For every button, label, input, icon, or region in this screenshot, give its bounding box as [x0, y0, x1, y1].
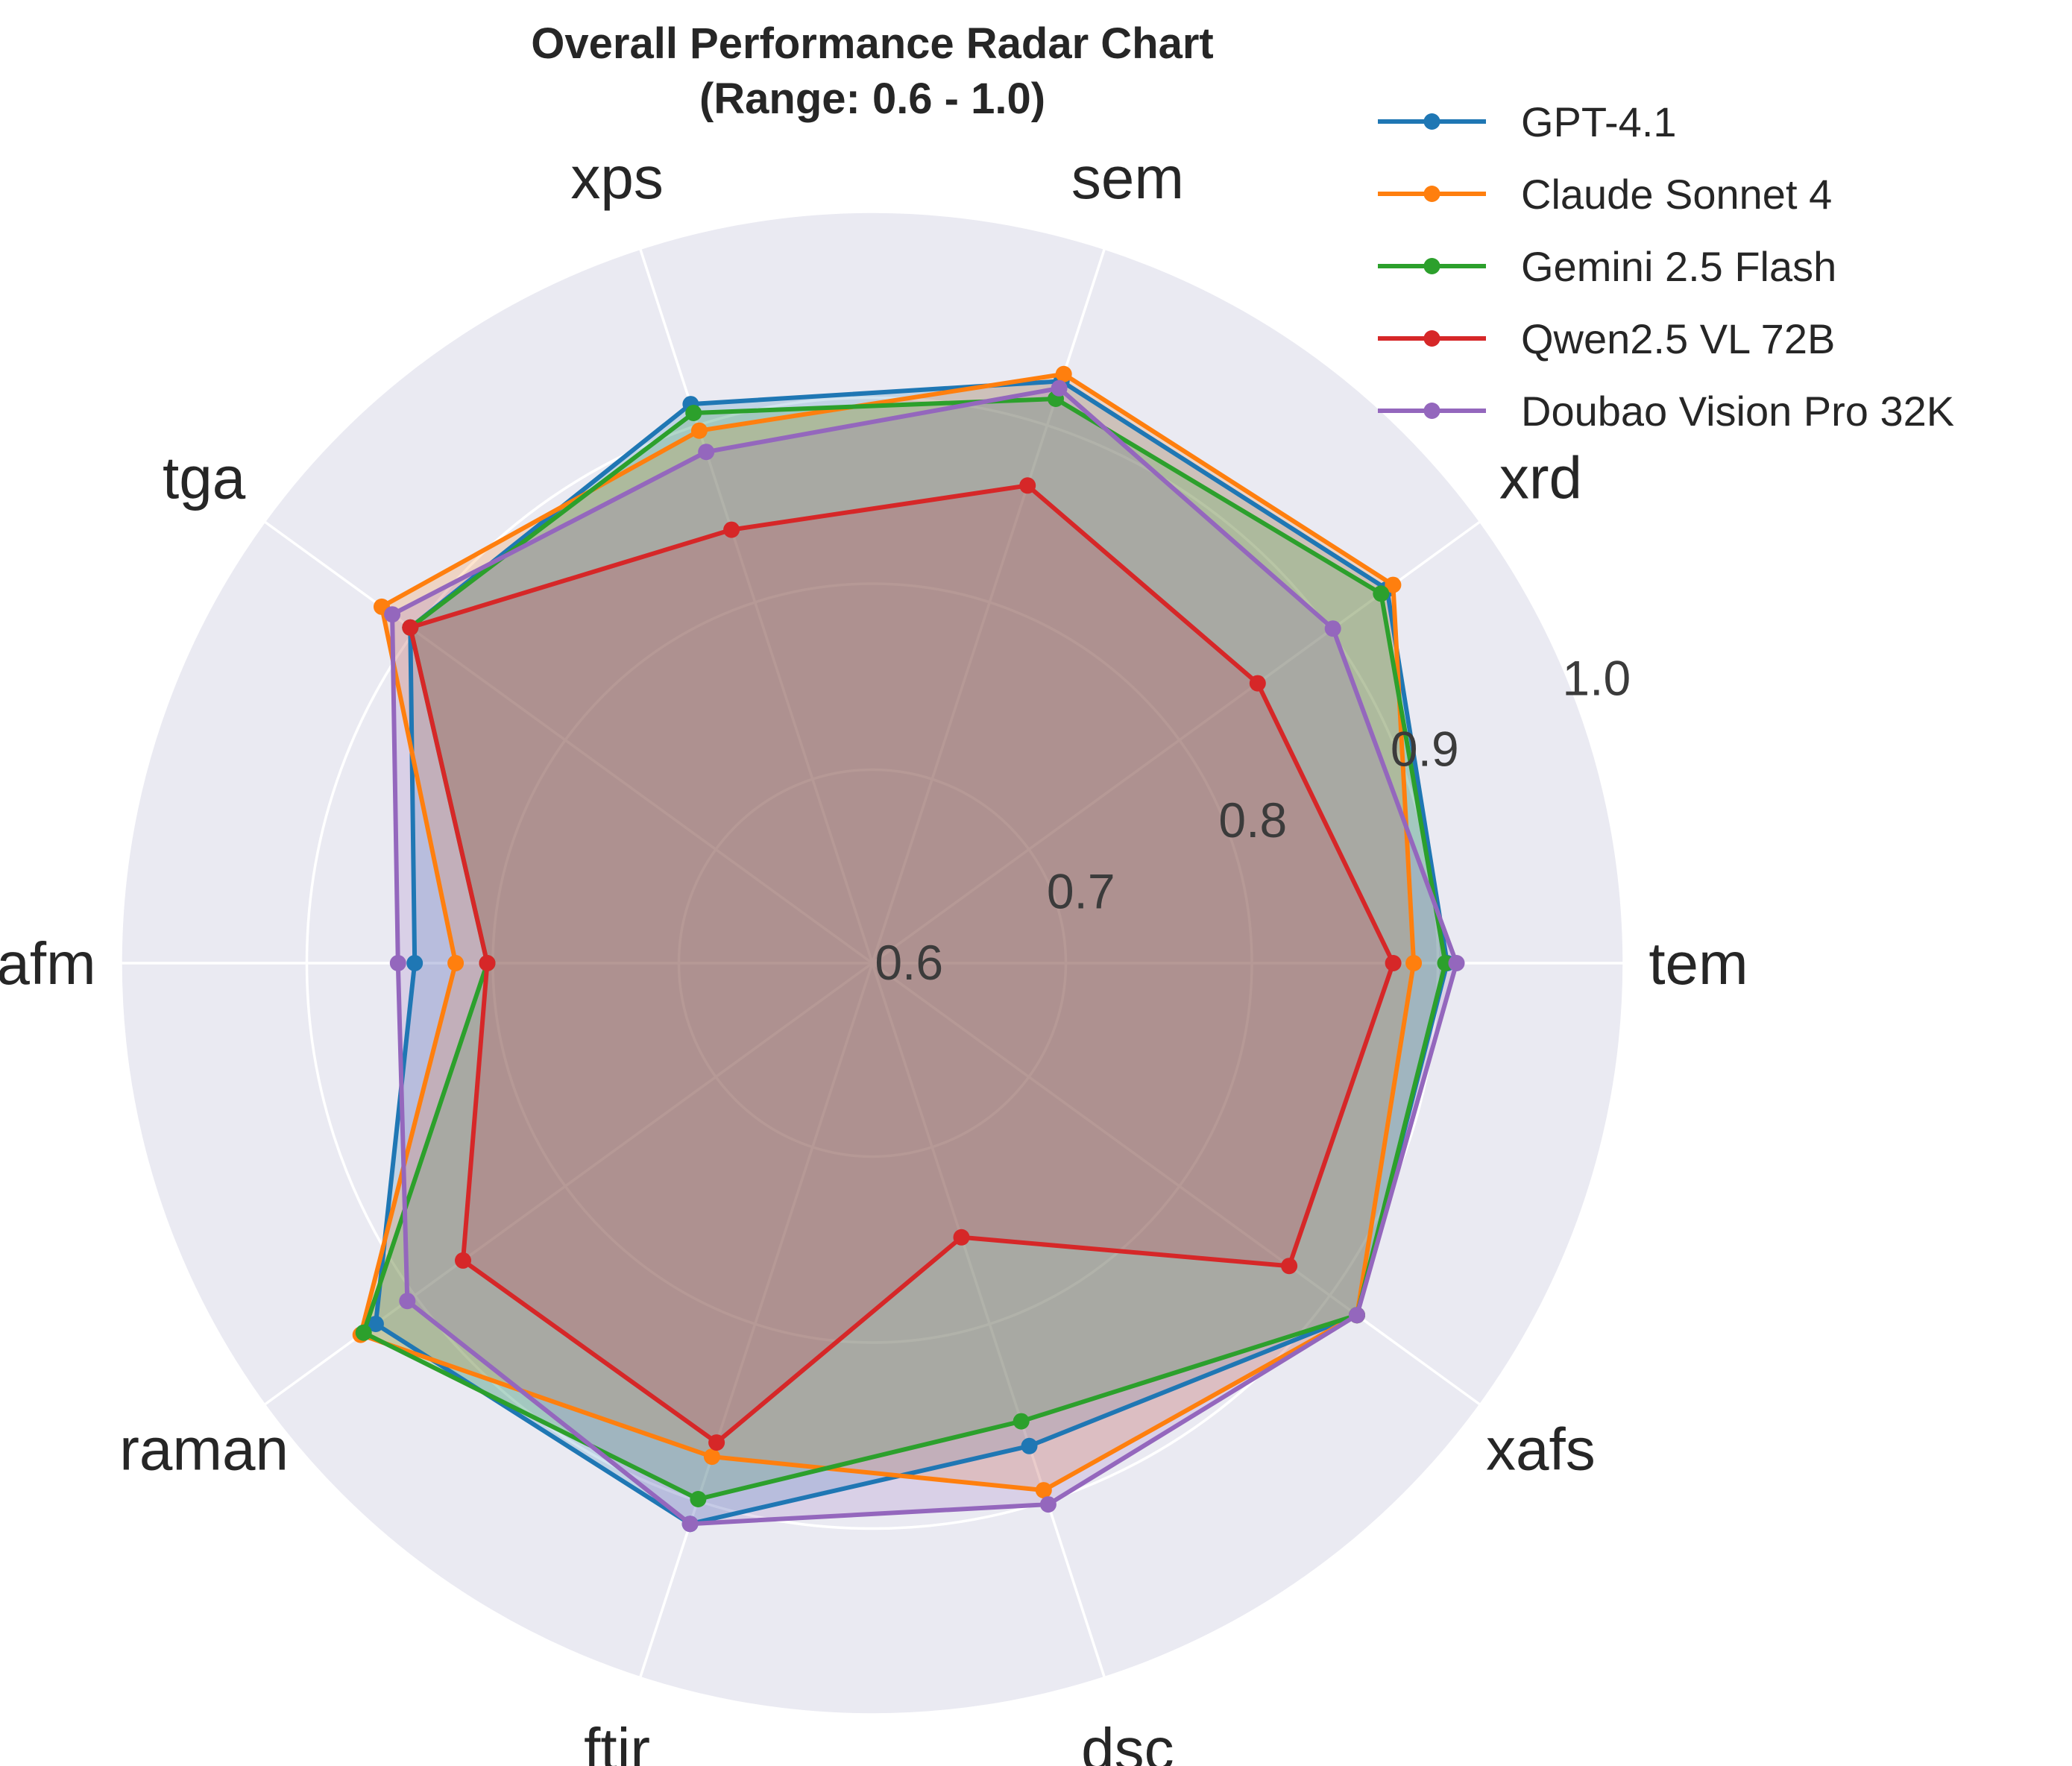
series-fill	[360, 373, 1414, 1491]
radial-tick-label: 0.9	[1391, 722, 1459, 777]
legend-label: GPT-4.1	[1521, 98, 1677, 145]
data-point	[384, 606, 401, 623]
data-point	[402, 619, 419, 636]
chart-title: Overall Performance Radar Chart	[531, 19, 1213, 68]
radial-tick-label: 0.7	[1047, 864, 1115, 919]
chart-subtitle: (Range: 0.6 - 1.0)	[699, 75, 1045, 123]
data-point	[681, 1516, 699, 1533]
category-label: dsc	[1081, 1716, 1174, 1766]
legend-marker	[1423, 258, 1440, 274]
legend-item: Claude Sonnet 4	[1378, 171, 1832, 218]
legend: GPT-4.1 Claude Sonnet 4 Gemini 2.5 Flash Qw…	[1378, 98, 1954, 435]
legend-item: Gemini 2.5 Flash	[1378, 243, 1836, 290]
grid-spoke	[638, 247, 874, 964]
data-point	[455, 1252, 471, 1269]
grid-spoke	[871, 962, 1106, 1679]
data-point	[1013, 1413, 1030, 1430]
data-point	[367, 1316, 384, 1332]
series-fill	[392, 388, 1457, 1524]
series-fill	[410, 485, 1394, 1443]
category-label: xafs	[1486, 1416, 1596, 1482]
data-point	[406, 955, 423, 971]
data-point	[1039, 1496, 1057, 1513]
legend-marker	[1423, 330, 1440, 347]
data-point	[399, 1293, 416, 1310]
data-point	[1349, 1307, 1365, 1324]
data-point	[355, 1324, 372, 1341]
legend-marker	[1423, 403, 1440, 419]
legend-marker	[1423, 186, 1440, 202]
category-label: tem	[1649, 930, 1748, 997]
category-label: raman	[119, 1416, 289, 1482]
legend-item: Qwen2.5 VL 72B	[1378, 315, 1835, 362]
radial-tick-label: 0.6	[875, 935, 943, 990]
data-point	[1021, 1437, 1038, 1454]
data-point	[1019, 477, 1036, 494]
category-label: tga	[163, 445, 246, 511]
data-point	[1055, 365, 1072, 382]
legend-label: Claude Sonnet 4	[1521, 171, 1832, 218]
category-label: sem	[1071, 145, 1184, 211]
data-point	[1281, 1258, 1298, 1275]
data-point	[1385, 576, 1402, 593]
data-point	[479, 955, 496, 971]
series-fill	[375, 381, 1447, 1524]
legend-label: Doubao Vision Pro 32K	[1521, 388, 1954, 435]
radial-tick-label: 0.8	[1218, 792, 1287, 848]
data-point	[723, 521, 740, 538]
data-point	[698, 444, 715, 461]
data-point	[703, 1448, 720, 1466]
series-fill	[363, 399, 1446, 1499]
legend-marker	[1423, 113, 1440, 130]
radial-tick-label: 1.0	[1562, 650, 1631, 705]
data-point	[953, 1229, 970, 1246]
data-point	[1051, 379, 1068, 397]
data-point	[685, 405, 702, 421]
data-point	[1249, 675, 1266, 692]
data-point	[1324, 620, 1341, 637]
data-point	[389, 955, 406, 971]
data-point	[1035, 1482, 1052, 1499]
data-point	[1448, 955, 1465, 971]
data-point	[1373, 585, 1390, 602]
category-label: xrd	[1499, 445, 1582, 511]
data-point	[708, 1434, 725, 1451]
grid-spoke	[263, 520, 874, 965]
grid-spoke	[638, 962, 874, 1679]
category-label: xps	[570, 145, 664, 211]
legend-item: Doubao Vision Pro 32K	[1378, 388, 1954, 435]
category-label: ftir	[584, 1716, 650, 1766]
plot-area: 0.6 0.7 0.8 0.9 1.0 tem xrd sem xps tga afm raman ft…	[0, 145, 1748, 1766]
legend-label: Gemini 2.5 Flash	[1521, 243, 1836, 290]
data-point	[690, 422, 708, 439]
data-point	[1405, 955, 1423, 971]
category-label: afm	[0, 930, 96, 997]
legend-label: Qwen2.5 VL 72B	[1521, 315, 1835, 362]
data-point	[1385, 955, 1402, 971]
data-point	[690, 1491, 707, 1507]
data-point	[447, 955, 465, 971]
legend-item: GPT-4.1	[1378, 98, 1677, 145]
grid-spoke	[871, 962, 1481, 1406]
